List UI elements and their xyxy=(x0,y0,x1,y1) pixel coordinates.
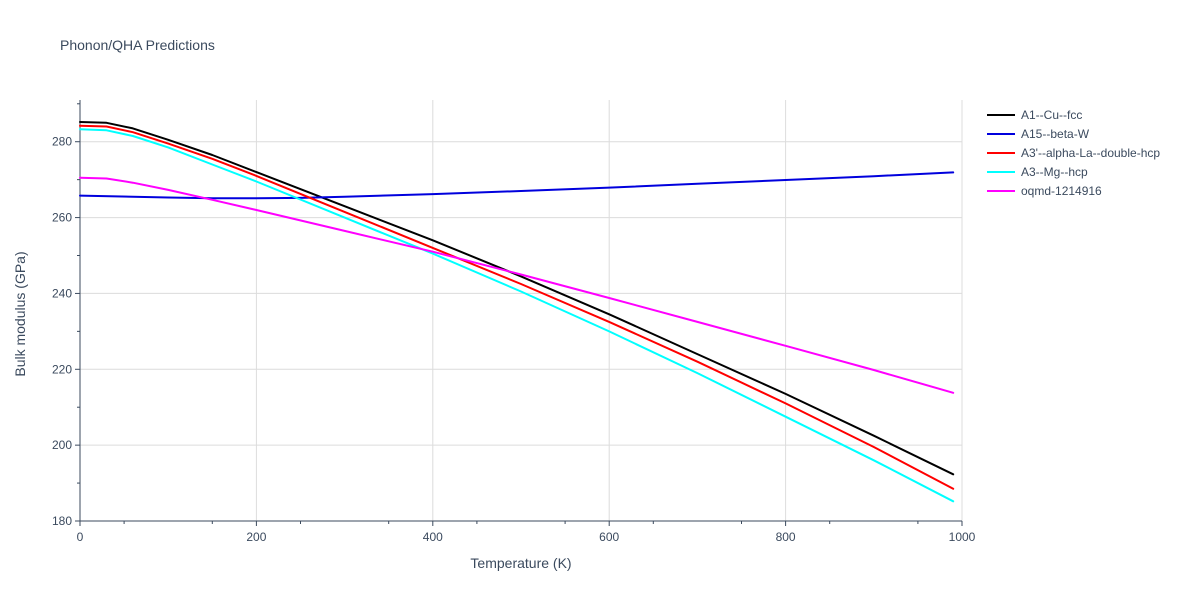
x-axis-label: Temperature (K) xyxy=(470,555,571,571)
chart-title: Phonon/QHA Predictions xyxy=(60,37,215,53)
x-tick-label: 1000 xyxy=(949,530,976,544)
legend-label: A15--beta-W xyxy=(1021,127,1090,141)
legend-label: A3--Mg--hcp xyxy=(1021,165,1088,179)
y-tick-label: 260 xyxy=(52,211,72,225)
y-tick-label: 180 xyxy=(52,514,72,528)
grid xyxy=(80,100,963,521)
x-tick-label: 200 xyxy=(246,530,266,544)
series-line-3 xyxy=(79,128,955,503)
x-tick-label: 0 xyxy=(77,530,84,544)
x-tick-label: 800 xyxy=(776,530,796,544)
series-group xyxy=(79,121,955,503)
y-tick-label: 240 xyxy=(52,286,72,300)
series-line-0 xyxy=(79,121,955,476)
legend-item[interactable]: A3'--alpha-La--double-hcp xyxy=(987,146,1160,160)
series-line-2 xyxy=(79,124,955,490)
series-line-1 xyxy=(79,171,955,200)
y-tick-label: 280 xyxy=(52,135,72,149)
legend[interactable]: A1--Cu--fcc A15--beta-W A3'--alpha-La--dou… xyxy=(987,108,1160,198)
legend-item[interactable]: A3--Mg--hcp xyxy=(987,165,1088,179)
x-tick-label: 600 xyxy=(599,530,619,544)
legend-item[interactable]: A15--beta-W xyxy=(987,127,1090,141)
legend-item[interactable]: oqmd-1214916 xyxy=(987,184,1102,198)
y-axis-label: Bulk modulus (GPa) xyxy=(12,251,28,376)
series-line-4 xyxy=(79,176,955,394)
legend-label: oqmd-1214916 xyxy=(1021,184,1102,198)
x-tick-label: 400 xyxy=(423,530,443,544)
y-tick-label: 200 xyxy=(52,438,72,452)
legend-item[interactable]: A1--Cu--fcc xyxy=(987,108,1082,122)
legend-label: A1--Cu--fcc xyxy=(1021,108,1082,122)
y-tick-label: 220 xyxy=(52,362,72,376)
legend-label: A3'--alpha-La--double-hcp xyxy=(1021,146,1160,160)
axes: 0 200 400 600 800 1000 180 200 220 240 260 280 xyxy=(52,100,976,544)
